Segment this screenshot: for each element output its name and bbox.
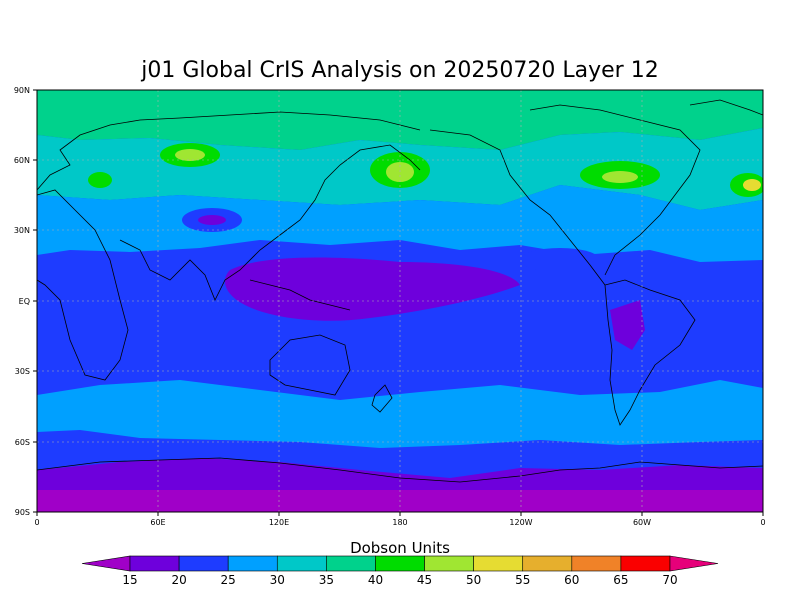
colorbar-level-label: 60 — [564, 573, 579, 587]
x-axis: 0 60E 120E 180 120W 60W 0 — [34, 512, 766, 527]
colorbar: 15 20 25 30 35 40 45 50 55 60 65 70 — [81, 555, 719, 587]
x-tick-label: 60W — [633, 518, 651, 527]
new-zealand-coast — [371, 384, 393, 413]
colorbar-swatch — [424, 555, 474, 572]
x-tick-label: 0 — [760, 518, 765, 527]
africa-coast — [37, 189, 129, 381]
mid-lat-band-south — [37, 380, 763, 448]
colorbar-min-arrow — [81, 555, 131, 572]
south-america-coast — [604, 279, 696, 426]
australia-coast — [269, 334, 351, 396]
y-axis: 90N 60N 30N EQ 30S 60S 90S — [14, 86, 37, 517]
colorbar-swatch — [620, 555, 671, 572]
asia-coast — [119, 144, 421, 301]
tropical-low-west-pacific — [225, 257, 520, 321]
colorbar-swatch — [276, 555, 327, 572]
y-tick-label: 30N — [14, 226, 30, 235]
colorbar-swatch — [375, 555, 425, 572]
mid-lat-band-north — [37, 185, 763, 262]
y-tick-label: 60S — [15, 438, 30, 447]
colorbar-swatch — [522, 555, 573, 572]
colorbar-level-label: 35 — [319, 573, 334, 587]
x-tick-label: 180 — [392, 518, 407, 527]
y-tick-label: 60N — [14, 156, 30, 165]
indonesia-coast — [249, 279, 351, 311]
gridlines — [37, 90, 763, 512]
north-america-east-coast — [529, 104, 701, 276]
y-tick-label: 30S — [15, 367, 30, 376]
colorbar-level-label: 65 — [613, 573, 628, 587]
coastlines — [37, 99, 763, 483]
colorbar-swatch — [227, 555, 278, 572]
ozone-map — [37, 90, 763, 512]
tropical-low-south-america — [610, 300, 645, 350]
greenland-coast — [689, 99, 763, 116]
colorbar-level-label: 20 — [171, 573, 186, 587]
colorbar-level-label: 50 — [466, 573, 481, 587]
figure-title: j01 Global CrIS Analysis on 20250720 Lay… — [140, 58, 658, 83]
x-tick-label: 0 — [34, 518, 39, 527]
colorbar-swatch — [178, 555, 229, 572]
eurasia-north-coast — [37, 111, 421, 191]
y-tick-label: 90N — [14, 86, 30, 95]
x-tick-label: 60E — [150, 518, 165, 527]
antarctica-coast — [37, 457, 763, 483]
colorbar-level-label: 45 — [417, 573, 432, 587]
colorbar-level-label: 55 — [515, 573, 530, 587]
colorbar-swatch — [473, 555, 524, 572]
north-america-west-coast — [429, 129, 606, 286]
x-tick-label: 120W — [509, 518, 532, 527]
colorbar-level-label: 30 — [270, 573, 285, 587]
colorbar-level-label: 15 — [122, 573, 137, 587]
colorbar-swatch — [326, 555, 376, 572]
colorbar-swatch — [129, 555, 180, 572]
x-tick-label: 120E — [269, 518, 289, 527]
colorbar-swatch — [571, 555, 622, 572]
colorbar-max-arrow — [669, 555, 719, 572]
y-tick-label: 90S — [15, 508, 30, 517]
colorbar-level-label: 25 — [221, 573, 236, 587]
colorbar-units-label: Dobson Units — [350, 539, 450, 557]
colorbar-level-label: 40 — [368, 573, 383, 587]
y-tick-label: EQ — [19, 297, 30, 306]
colorbar-level-label: 70 — [662, 573, 677, 587]
